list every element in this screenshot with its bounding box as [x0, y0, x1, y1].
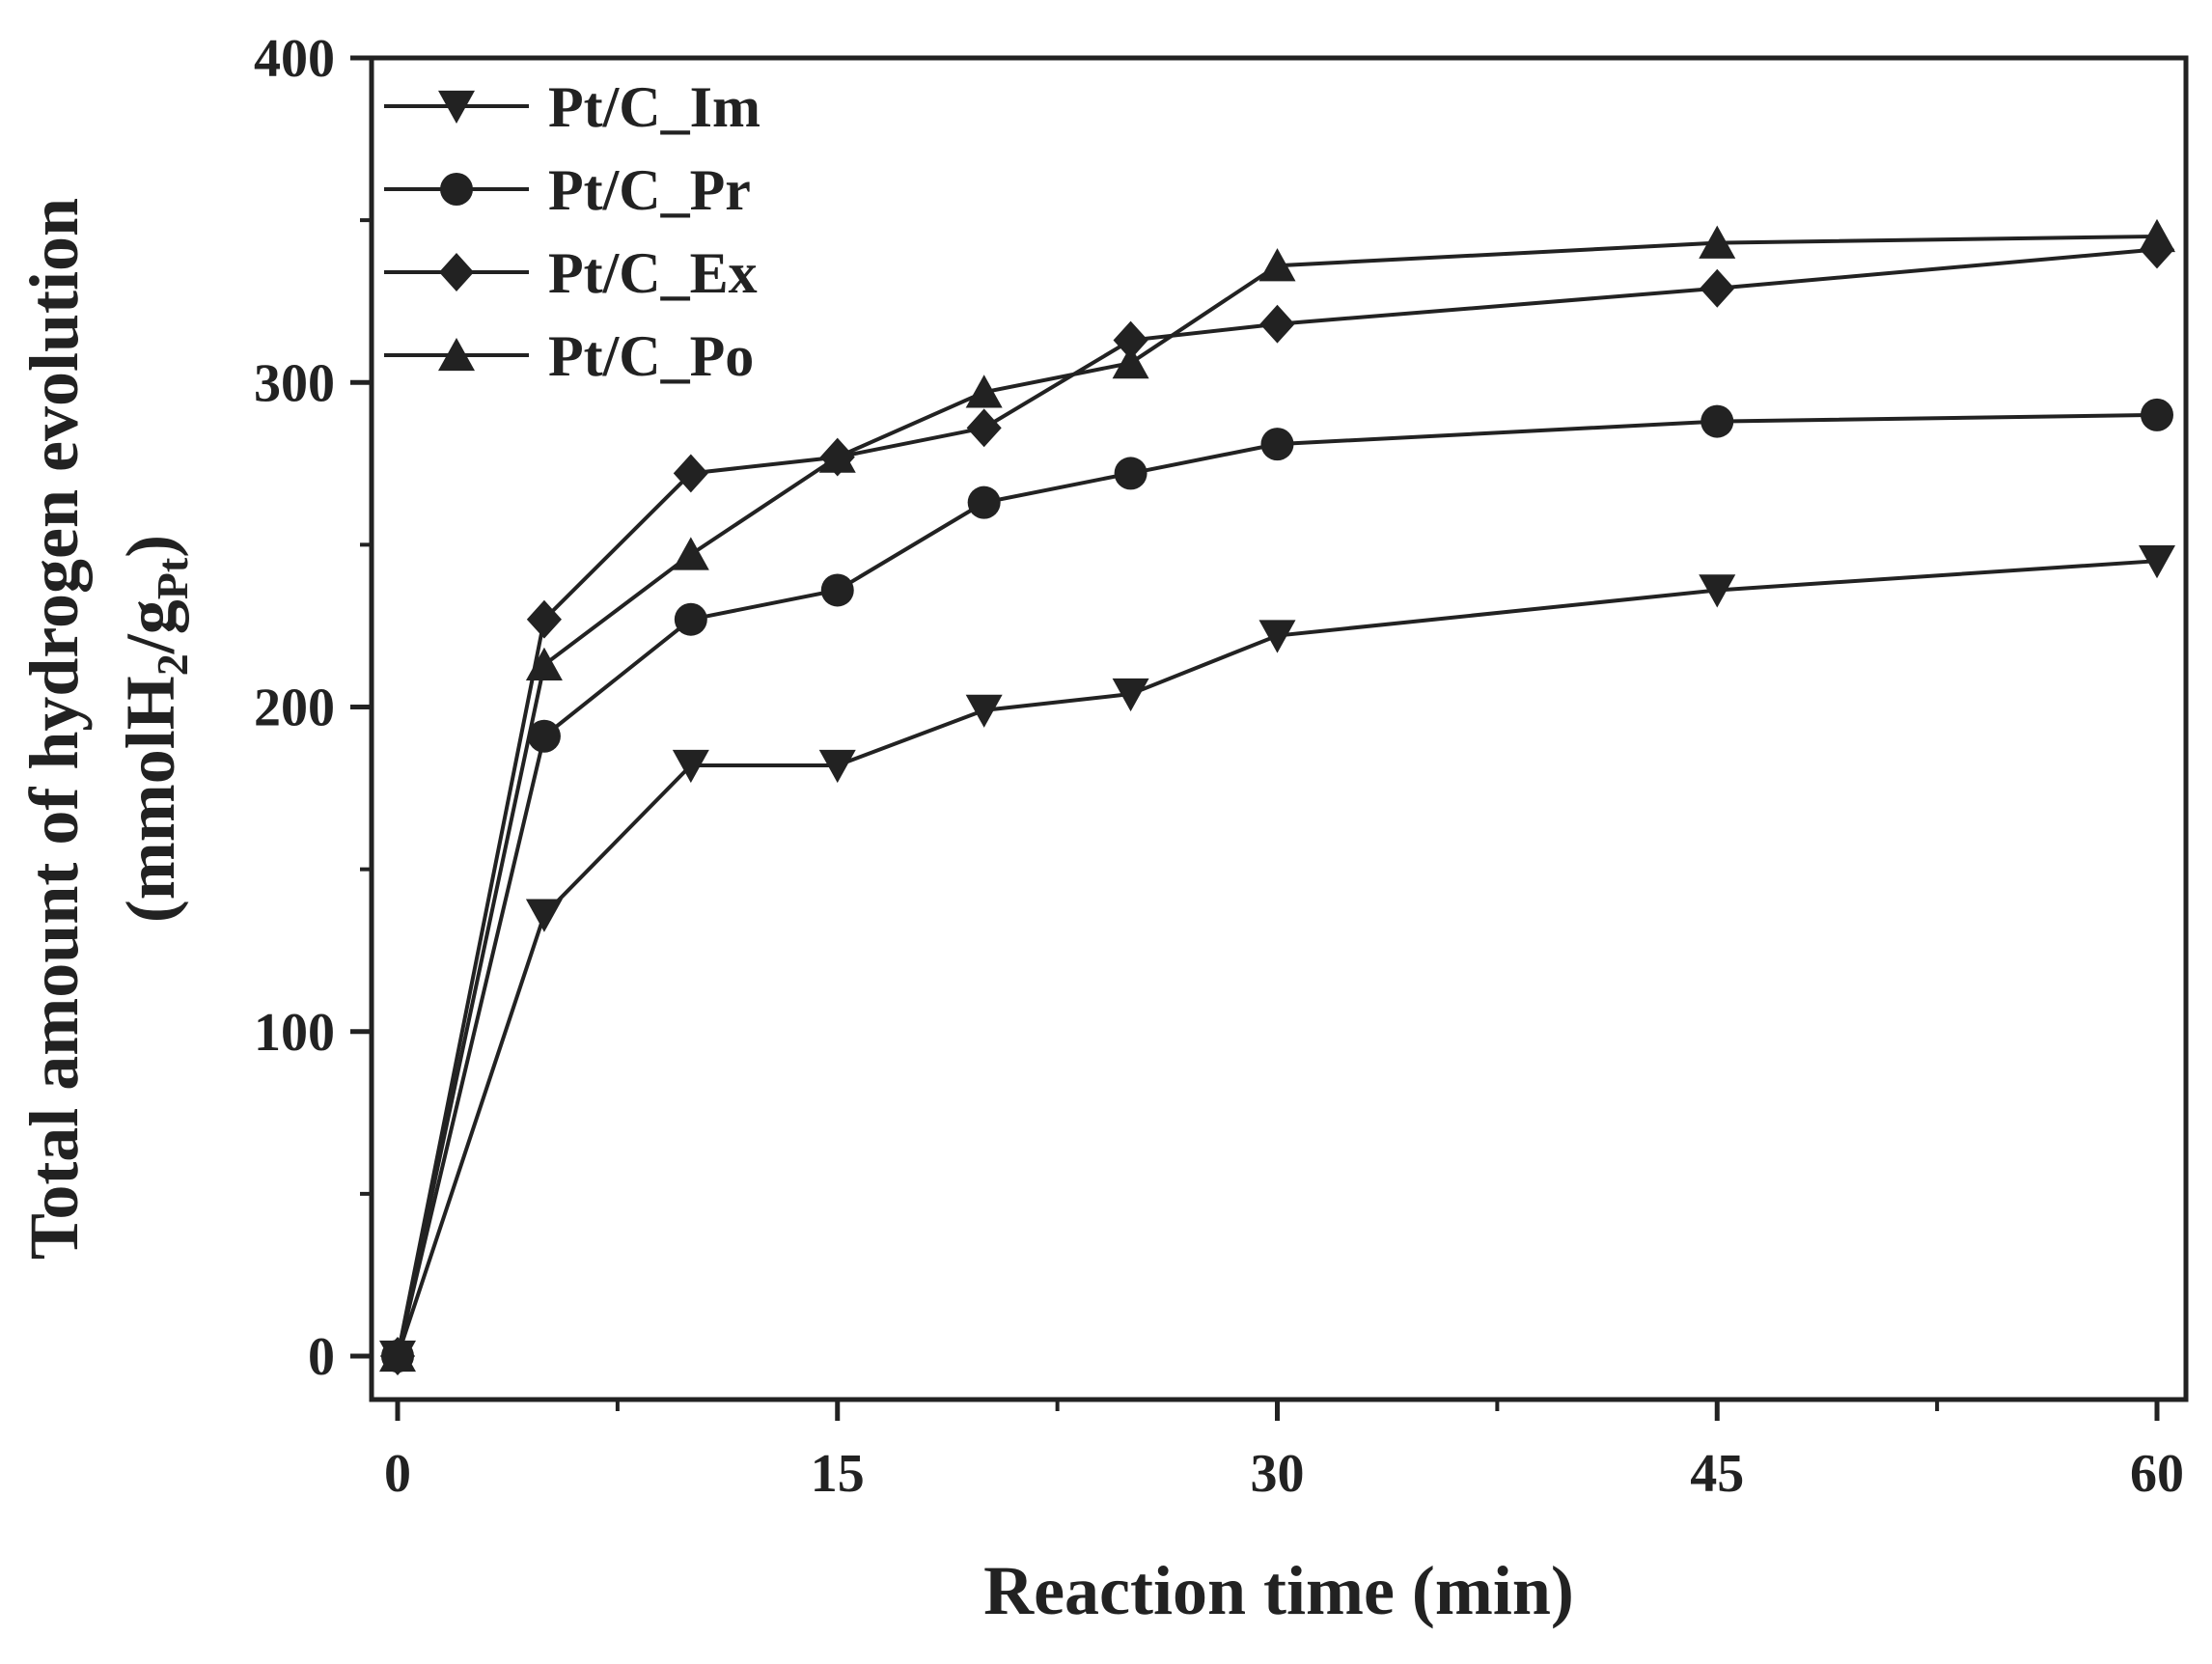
data-point-pt-c-pr [967, 485, 1001, 519]
axis-ticks [350, 55, 2160, 1421]
series-line-pt-c-ex [396, 247, 2158, 1357]
y-axis-title-line1: Total amount of hydrogen evolution [15, 198, 93, 1260]
legend-marker-pt-c-im [438, 90, 475, 125]
y-axis-title: Total amount of hydrogen evolution (mmol… [15, 198, 197, 1260]
y-axis-unit-mid: /g [112, 599, 189, 654]
data-point-pt-c-po [379, 1338, 416, 1373]
y-axis-unit-sub2: Pt [148, 557, 197, 599]
data-point-pt-c-im [965, 694, 1003, 728]
legend-label-pt-c-ex: Pt/C_Ex [548, 241, 758, 305]
y-tick-label: 400 [254, 29, 335, 89]
data-point-pt-c-po [1699, 225, 1736, 259]
data-point-pt-c-pr [1700, 404, 1734, 438]
data-point-pt-c-pr [1260, 428, 1294, 461]
series-line-pt-c-pr [396, 412, 2158, 1357]
y-tick-label: 100 [254, 1003, 335, 1063]
data-point-pt-c-im [1112, 678, 1149, 712]
y-tick-label: 300 [254, 353, 335, 413]
data-point-pt-c-po [2139, 218, 2175, 253]
series-markers [379, 218, 2175, 1375]
y-axis-title-line2: (mmolH2/gPt) [112, 535, 197, 923]
data-point-pt-c-po [672, 537, 709, 570]
data-point-pt-c-pr [674, 602, 707, 636]
y-tick-labels: 0 100 200 300 400 [254, 29, 335, 1387]
legend-label-pt-c-im: Pt/C_Im [548, 75, 760, 139]
data-point-pt-c-po [818, 439, 856, 473]
data-point-pt-c-pr [527, 719, 561, 753]
x-tick-label: 15 [811, 1444, 865, 1504]
data-point-pt-c-ex [966, 408, 1002, 448]
data-point-pt-c-pr [820, 573, 854, 607]
data-point-pt-c-ex [1113, 320, 1148, 360]
data-point-pt-c-ex [673, 454, 708, 493]
y-axis-unit-suffix: ) [112, 535, 189, 558]
data-point-pt-c-po [1258, 248, 1296, 282]
data-point-pt-c-pr [2141, 398, 2173, 431]
y-tick-label: 200 [254, 679, 335, 738]
series-lines [396, 234, 2158, 1357]
y-axis-unit-prefix: (mmolH [112, 676, 189, 923]
data-point-pt-c-po [965, 374, 1003, 408]
x-tick-label: 45 [1690, 1444, 1744, 1504]
data-point-pt-c-im [1258, 620, 1296, 653]
data-point-pt-c-po [1112, 346, 1149, 379]
data-point-pt-c-ex [526, 599, 562, 639]
data-point-pt-c-im [2139, 545, 2175, 579]
data-point-pt-c-im [1699, 574, 1736, 608]
legend-marker-pt-c-ex [438, 253, 475, 291]
y-tick-label: 0 [308, 1327, 335, 1387]
legend-marker-pt-c-po [438, 337, 475, 372]
legend: Pt/C_Im Pt/C_Pr Pt/C_Ex Pt/C_Po [384, 75, 760, 388]
data-point-pt-c-im [818, 749, 856, 784]
x-axis-title: Reaction time (min) [983, 1552, 1574, 1629]
data-point-pt-c-ex [1700, 268, 1735, 308]
data-point-pt-c-pr [1114, 457, 1147, 490]
x-tick-label: 0 [384, 1444, 411, 1504]
legend-marker-pt-c-pr [440, 173, 473, 206]
data-point-pt-c-im [672, 749, 709, 784]
legend-label-pt-c-po: Pt/C_Po [548, 324, 754, 388]
data-point-pt-c-po [525, 647, 563, 680]
data-point-pt-c-ex [1259, 304, 1295, 344]
x-tick-label: 60 [2130, 1444, 2184, 1504]
legend-label-pt-c-pr: Pt/C_Pr [548, 158, 751, 222]
x-tick-labels: 0 15 30 45 60 [384, 1444, 2184, 1504]
x-tick-label: 30 [1251, 1444, 1305, 1504]
data-point-pt-c-im [525, 899, 563, 932]
series-line-pt-c-im [396, 559, 2158, 1357]
y-axis-unit-sub1: 2 [148, 653, 197, 676]
